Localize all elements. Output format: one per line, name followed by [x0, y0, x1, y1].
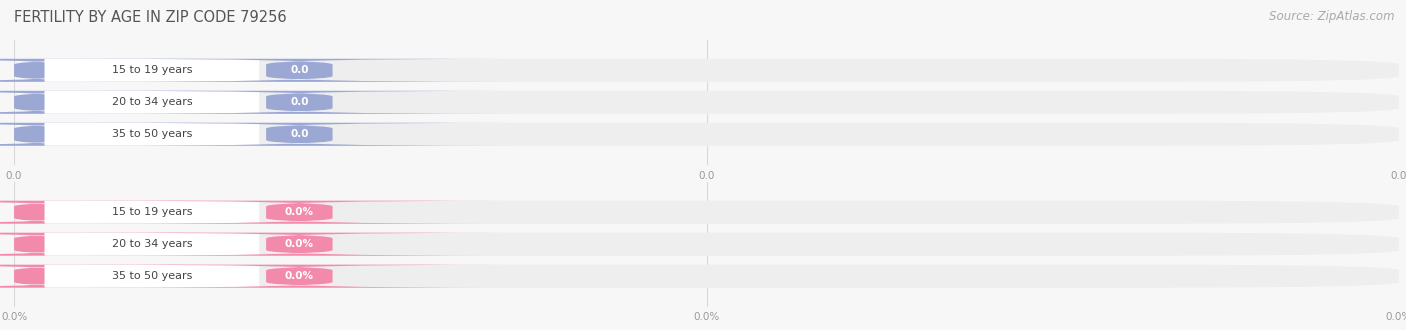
FancyBboxPatch shape — [0, 265, 263, 288]
FancyBboxPatch shape — [14, 59, 1399, 82]
FancyBboxPatch shape — [14, 201, 1399, 224]
FancyBboxPatch shape — [83, 59, 516, 82]
Text: 0.0: 0.0 — [290, 129, 308, 139]
FancyBboxPatch shape — [0, 123, 263, 146]
FancyBboxPatch shape — [14, 123, 1399, 146]
FancyBboxPatch shape — [45, 265, 259, 288]
Text: 15 to 19 years: 15 to 19 years — [111, 65, 193, 75]
FancyBboxPatch shape — [0, 233, 263, 256]
Text: 0.0: 0.0 — [290, 65, 308, 75]
Text: 15 to 19 years: 15 to 19 years — [111, 207, 193, 217]
Text: 20 to 34 years: 20 to 34 years — [111, 239, 193, 249]
Text: 35 to 50 years: 35 to 50 years — [111, 271, 193, 281]
FancyBboxPatch shape — [0, 201, 263, 224]
Text: 0.0%: 0.0% — [285, 239, 314, 249]
FancyBboxPatch shape — [45, 233, 259, 256]
FancyBboxPatch shape — [14, 233, 1399, 256]
FancyBboxPatch shape — [45, 123, 259, 146]
Text: 35 to 50 years: 35 to 50 years — [111, 129, 193, 139]
FancyBboxPatch shape — [45, 91, 259, 114]
FancyBboxPatch shape — [83, 233, 516, 256]
Text: 0.0: 0.0 — [290, 97, 308, 107]
FancyBboxPatch shape — [45, 59, 259, 82]
FancyBboxPatch shape — [14, 91, 1399, 114]
FancyBboxPatch shape — [83, 265, 516, 288]
Text: 20 to 34 years: 20 to 34 years — [111, 97, 193, 107]
FancyBboxPatch shape — [45, 201, 259, 224]
FancyBboxPatch shape — [0, 91, 263, 114]
Text: FERTILITY BY AGE IN ZIP CODE 79256: FERTILITY BY AGE IN ZIP CODE 79256 — [14, 10, 287, 25]
FancyBboxPatch shape — [0, 59, 263, 82]
FancyBboxPatch shape — [14, 265, 1399, 288]
Text: Source: ZipAtlas.com: Source: ZipAtlas.com — [1270, 10, 1395, 23]
Text: 0.0%: 0.0% — [285, 207, 314, 217]
FancyBboxPatch shape — [83, 91, 516, 114]
Text: 0.0%: 0.0% — [285, 271, 314, 281]
FancyBboxPatch shape — [83, 201, 516, 224]
FancyBboxPatch shape — [83, 123, 516, 146]
